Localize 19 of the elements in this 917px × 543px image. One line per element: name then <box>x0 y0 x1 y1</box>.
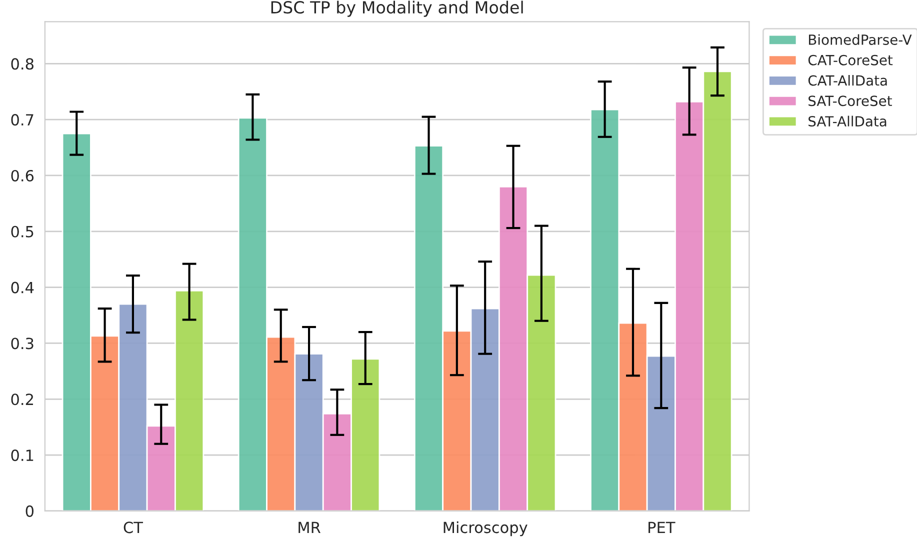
y-tick-label: 0.1 <box>11 450 34 462</box>
legend-label: BiomedParse-V <box>808 34 912 45</box>
y-tick-label: 0.7 <box>11 114 34 126</box>
x-tick-label: CT <box>124 522 144 534</box>
y-tick-label: 0 <box>26 505 34 517</box>
legend-label: CAT-AllData <box>808 74 887 86</box>
legend-label: CAT-CoreSet <box>808 54 893 66</box>
y-tick-label: 0.4 <box>11 282 34 294</box>
y-tick-label: 0.8 <box>11 58 34 70</box>
x-tick-label: Microscopy <box>444 521 528 536</box>
y-tick-label: 0.2 <box>11 394 33 406</box>
y-tick-label: 0.6 <box>11 170 34 182</box>
legend-label: SAT-CoreSet <box>808 96 892 106</box>
x-tick-label: PET <box>648 522 676 533</box>
legend-label: SAT-AllData <box>808 116 886 127</box>
y-tick-label: 0.5 <box>11 226 34 238</box>
x-tick-label: MR <box>298 522 320 533</box>
chart-title: DSC TP by Modality and Model <box>271 0 523 17</box>
y-tick-label: 0.3 <box>11 338 34 350</box>
